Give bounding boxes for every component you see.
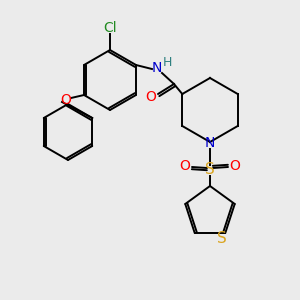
Text: H: H [162,56,172,68]
Text: N: N [152,61,162,75]
Text: N: N [205,136,215,150]
Text: O: O [146,90,156,104]
Text: Cl: Cl [103,21,117,35]
Text: S: S [205,163,215,178]
Text: O: O [230,159,240,173]
Text: S: S [218,230,227,245]
Text: O: O [61,93,71,107]
Text: O: O [180,159,190,173]
